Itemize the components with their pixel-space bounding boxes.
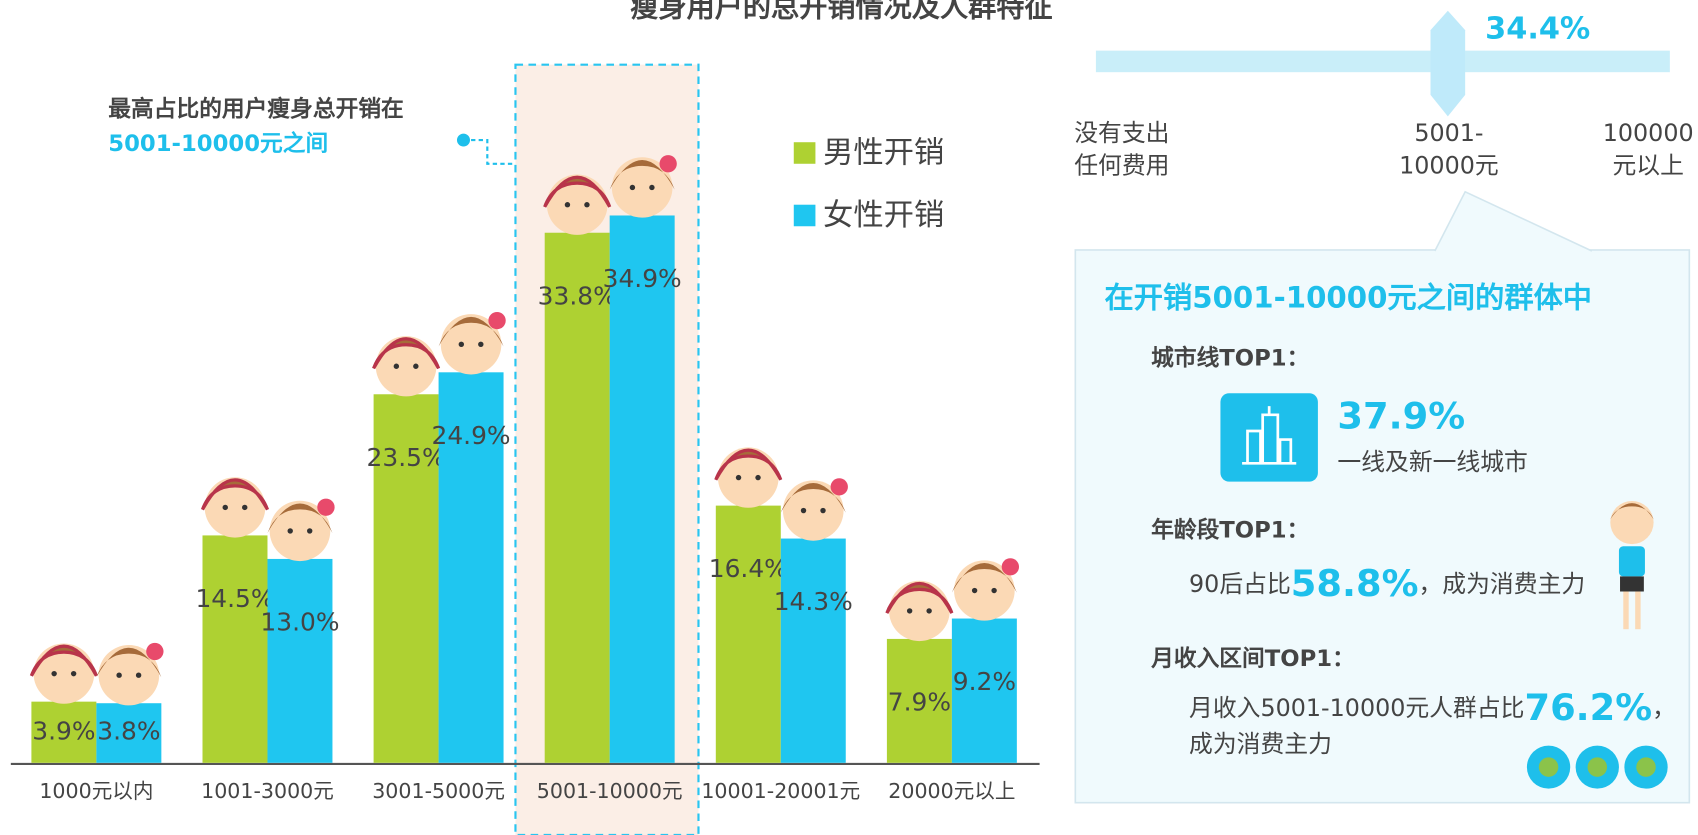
avatar-eye: [459, 342, 464, 347]
slider-label: 任何费用: [1074, 152, 1169, 180]
slider-marker: [1431, 11, 1466, 117]
value-label: 9.2%: [953, 667, 1016, 696]
value-label: 3.8%: [97, 717, 160, 746]
callout-pointer: [1435, 192, 1592, 251]
avatar-eye: [242, 505, 247, 510]
avatar-eye: [755, 475, 760, 480]
x-tick-label: 3001-5000元: [372, 779, 505, 803]
avatar: [439, 312, 506, 374]
bar: [781, 539, 846, 763]
item-title: 月收入区间TOP1：: [1150, 645, 1355, 672]
avatar-eye: [820, 508, 825, 513]
avatar-eye: [223, 505, 228, 510]
avatar-flower: [1002, 558, 1019, 575]
value-label: 34.9%: [603, 264, 682, 293]
value-label: 24.9%: [432, 421, 511, 450]
avatar-eye: [907, 608, 912, 613]
legend-swatch: [794, 205, 816, 227]
item-suffix: ，: [1652, 693, 1676, 721]
legend-label: 男性开销: [823, 136, 944, 171]
avatar-eye: [413, 364, 418, 369]
avatar-eye: [288, 528, 293, 533]
chart-title: 瘦身用户的总开销情况及人群特征: [630, 0, 1052, 24]
item-value: 37.9%: [1337, 395, 1465, 438]
annotation: 5001-10000元之间: [108, 130, 328, 157]
value-label: 16.4%: [709, 554, 788, 583]
avatar-flower: [831, 478, 848, 495]
avatar-flower: [146, 643, 163, 660]
item-title: 年龄段TOP1：: [1151, 517, 1309, 544]
bar: [267, 559, 332, 763]
avatar-eye: [565, 202, 570, 207]
avatar-eye: [51, 671, 56, 676]
item-title: 城市线TOP1：: [1151, 344, 1309, 371]
slider-value: 34.4%: [1485, 12, 1590, 47]
avatar-eye: [116, 673, 121, 678]
avatar: [374, 336, 439, 396]
value-label: 7.9%: [888, 688, 951, 717]
avatar-eye: [926, 608, 931, 613]
avatar-flower: [488, 312, 505, 329]
avatar-eye: [478, 342, 483, 347]
avatar-flower: [317, 499, 334, 516]
connector: [463, 140, 515, 164]
bar: [545, 233, 610, 763]
avatar-eye: [136, 673, 141, 678]
page: 瘦身用户的总开销情况及人群特征 最高占比的用户瘦身总开销在 5001-10000…: [0, 0, 1698, 835]
avatar-eye: [649, 185, 654, 190]
slider-label: 没有支出: [1074, 119, 1169, 147]
bar: [203, 535, 268, 762]
avatar-eye: [394, 364, 399, 369]
avatar: [781, 478, 848, 540]
x-tick-label: 10001-20001元: [701, 779, 860, 803]
slider-label: 元以上: [1612, 152, 1683, 180]
value-label: 13.0%: [260, 608, 339, 637]
x-tick-label: 5001-10000元: [537, 779, 683, 803]
bar: [610, 215, 675, 762]
avatar: [716, 447, 781, 507]
avatar-flower: [659, 155, 676, 172]
legend-swatch: [794, 142, 816, 164]
item-suffix: ，成为消费主力: [1418, 570, 1585, 598]
bar: [716, 506, 781, 763]
avatar: [203, 477, 268, 537]
avatar-eye: [71, 671, 76, 676]
avatar: [31, 643, 96, 703]
value-label: 14.3%: [774, 587, 853, 616]
item-value: 76.2%: [1524, 686, 1652, 729]
slider-label: 5001-: [1414, 119, 1483, 147]
item-line2: 成为消费主力: [1189, 730, 1332, 758]
avatar-eye: [584, 202, 589, 207]
avatar-eye: [801, 508, 806, 513]
money-bags: [1527, 746, 1668, 789]
item-desc: 一线及新一线城市: [1337, 448, 1527, 476]
avatar: [952, 558, 1019, 620]
avatar-eye: [736, 475, 741, 480]
avatar-eye: [972, 588, 977, 593]
slider-label: 100000: [1603, 119, 1694, 147]
item-prefix: 月收入5001-10000元人群占比: [1189, 693, 1524, 721]
slider-track: [1096, 51, 1670, 73]
avatar-eye: [991, 588, 996, 593]
item-prefix: 90后占比: [1189, 570, 1291, 598]
value-label: 3.9%: [32, 717, 95, 746]
avatar: [887, 581, 952, 641]
legend-label: 女性开销: [823, 198, 944, 233]
item-value: 58.8%: [1291, 562, 1419, 605]
x-tick-label: 1000元以内: [39, 779, 153, 803]
x-tick-label: 20000元以上: [888, 779, 1015, 803]
slider-label: 10000元: [1399, 152, 1499, 180]
avatar: [96, 643, 163, 705]
avatar: [267, 499, 334, 561]
avatar-eye: [307, 528, 312, 533]
callout-heading: 在开销5001-10000元之间的群体中: [1105, 281, 1592, 315]
annotation: 最高占比的用户瘦身总开销在: [108, 95, 403, 122]
avatar-eye: [630, 185, 635, 190]
x-tick-label: 1001-3000元: [201, 779, 334, 803]
